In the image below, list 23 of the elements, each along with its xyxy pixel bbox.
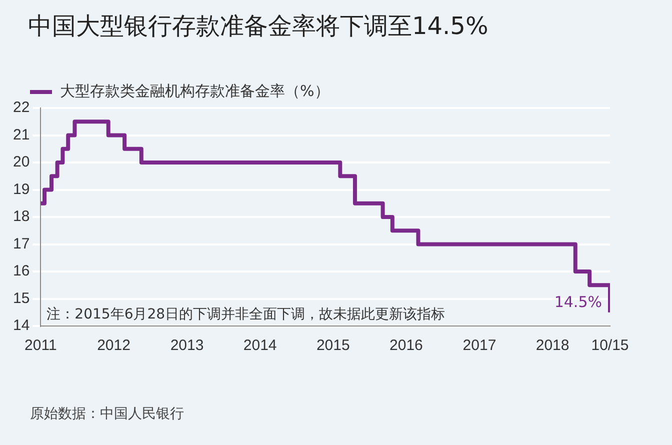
x-tick-label: 2014	[243, 337, 277, 354]
chart-title: 中国大型银行存款准备金率将下调至14.5%	[28, 11, 488, 42]
y-tick-label: 17	[12, 235, 30, 252]
x-tick-label: 2016	[390, 337, 423, 354]
y-tick-label: 19	[12, 180, 30, 198]
y-tick-label: 15	[12, 290, 30, 307]
data-label: 14.5%	[554, 292, 602, 311]
text: 原始数据：中国人民银行	[30, 405, 184, 423]
x-tick-label: 2011	[24, 337, 57, 354]
x-tick-label: 2018	[536, 337, 570, 354]
x-tick-label: 2013	[170, 337, 204, 354]
x-tick-label: 2015	[316, 337, 350, 354]
y-tick-label: 21	[12, 126, 30, 144]
y-tick-label: 14	[12, 317, 30, 334]
y-tick-label: 22	[12, 99, 30, 116]
legend-label: 大型存款类金融机构存款准备金率（%）	[60, 82, 330, 101]
y-tick-label: 18	[12, 208, 30, 226]
x-tick-label: 2012	[97, 337, 130, 354]
x-tick-label: 10/15	[591, 337, 629, 354]
annotation: 注：2015年6月28日的下调并非全面下调，故未据此更新该指标	[46, 306, 446, 323]
y-tick-label: 20	[12, 154, 30, 171]
y-tick-label: 16	[12, 262, 30, 280]
x-tick-label: 2017	[462, 337, 496, 354]
